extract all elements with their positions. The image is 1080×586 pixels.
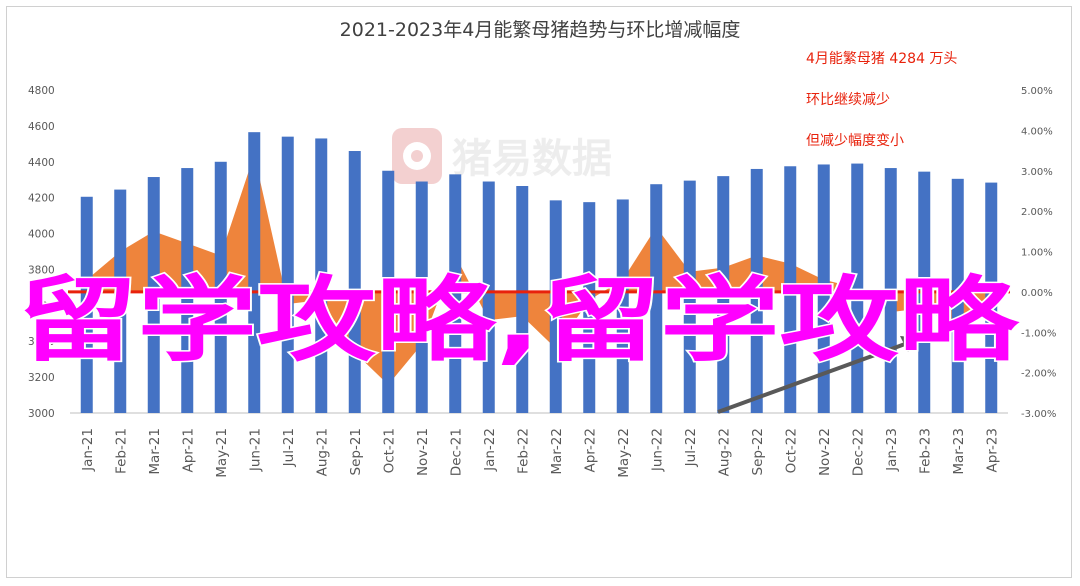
watermark-logo: 猪易数据 <box>392 128 612 184</box>
left-tick-label: 3400 <box>28 336 55 348</box>
right-tick-label: 3.00% <box>1021 167 1053 178</box>
chart-frame <box>6 6 1072 578</box>
right-tick-label: -3.00% <box>1021 409 1056 420</box>
bar <box>683 180 696 413</box>
x-tick-label: Jul-21 <box>281 428 297 467</box>
bar <box>415 181 428 413</box>
bar <box>851 163 864 413</box>
left-tick-label: 4400 <box>28 157 55 169</box>
left-tick-label: 4000 <box>28 229 55 241</box>
bar <box>80 196 93 413</box>
bar <box>817 164 830 413</box>
x-tick-label: Apr-23 <box>984 428 1000 473</box>
x-tick-label: Jul-22 <box>683 428 699 467</box>
right-tick-label: 4.00% <box>1021 126 1053 137</box>
overlay-text: 留学攻略,留学攻略 <box>18 267 1021 374</box>
annotation-line-2: 环比继续减少 <box>806 91 890 108</box>
left-tick-label: 3000 <box>28 408 55 420</box>
x-tick-label: Jan-22 <box>482 428 498 472</box>
right-tick-label: -1.00% <box>1021 328 1056 339</box>
x-tick-label: Mar-22 <box>549 428 565 475</box>
x-tick-label: May-21 <box>214 428 230 478</box>
x-tick-label: Aug-21 <box>314 428 330 476</box>
bar <box>214 161 227 413</box>
right-tick-label: 0.00% <box>1021 288 1053 299</box>
x-tick-label: Feb-23 <box>917 428 933 474</box>
bar <box>951 178 964 413</box>
bar <box>281 136 294 413</box>
bar <box>248 132 261 414</box>
x-tick-label: Apr-21 <box>180 428 196 473</box>
bar <box>315 138 328 413</box>
x-tick-label: Oct-22 <box>783 428 799 473</box>
x-tick-label: Sep-22 <box>750 428 766 476</box>
x-tick-label: Aug-22 <box>716 428 732 476</box>
bar <box>147 177 160 413</box>
x-tick-label: Mar-21 <box>147 428 163 475</box>
x-tick-label: Apr-22 <box>582 428 598 473</box>
x-tick-label: Sep-21 <box>348 428 364 476</box>
right-tick-label: 2.00% <box>1021 207 1053 218</box>
x-tick-label: Feb-22 <box>515 428 531 474</box>
bar <box>616 199 629 413</box>
bar <box>717 176 730 413</box>
bar <box>549 200 562 413</box>
left-tick-label: 3200 <box>28 372 55 384</box>
bar <box>650 184 663 413</box>
annotation-line-1: 4月能繁母猪 4284 万头 <box>806 51 957 67</box>
bar-layer <box>80 132 998 414</box>
x-tick-label: Jun-21 <box>247 428 263 472</box>
area-series <box>86 154 992 385</box>
left-tick-label: 3800 <box>28 264 55 276</box>
left-tick-label: 4800 <box>28 85 55 97</box>
x-tick-label: Jun-22 <box>649 428 665 472</box>
left-tick-label: 4600 <box>28 121 55 133</box>
annotation-line-3: 但减少幅度变小 <box>806 133 904 149</box>
x-tick-label: Feb-21 <box>113 428 129 474</box>
bar <box>348 151 361 413</box>
x-tick-label: Nov-22 <box>817 428 833 476</box>
x-tick-label: Mar-23 <box>951 428 967 475</box>
x-tick-label: Jan-23 <box>884 428 900 472</box>
x-tick-label: Dec-22 <box>850 428 866 476</box>
bar <box>784 166 797 413</box>
watermark-text: 猪易数据 <box>452 136 612 182</box>
bar <box>583 202 596 413</box>
x-tick-label: Oct-21 <box>381 428 397 473</box>
bar <box>985 182 998 413</box>
chart-title: 2021-2023年4月能繁母猪趋势与环比增减幅度 <box>340 19 741 41</box>
right-tick-label: 5.00% <box>1021 86 1053 97</box>
left-axis: 3000 3200 3400 3600 3800 4000 4200 4400 4600 4800 <box>28 85 55 420</box>
left-tick-label: 4200 <box>28 193 55 205</box>
x-tick-label: Dec-21 <box>448 428 464 476</box>
bar <box>516 186 529 413</box>
right-tick-label: 1.00% <box>1021 248 1053 259</box>
x-tick-label: Nov-21 <box>415 428 431 476</box>
right-axis: -3.00% -2.00% -1.00% 0.00% 1.00% 2.00% 3.00% 4.… <box>1021 86 1056 420</box>
right-tick-label: -2.00% <box>1021 369 1056 380</box>
left-tick-label: 3600 <box>28 300 55 312</box>
bar <box>482 181 495 413</box>
x-tick-label: May-22 <box>616 428 632 478</box>
x-axis: Jan-21 Feb-21 Mar-21 Apr-21 May-21 Jun-21 Jul-… <box>80 428 1001 478</box>
bar <box>114 189 127 413</box>
bar <box>449 174 462 413</box>
x-tick-label: Jan-21 <box>80 428 96 472</box>
trend-arrow <box>717 336 922 414</box>
